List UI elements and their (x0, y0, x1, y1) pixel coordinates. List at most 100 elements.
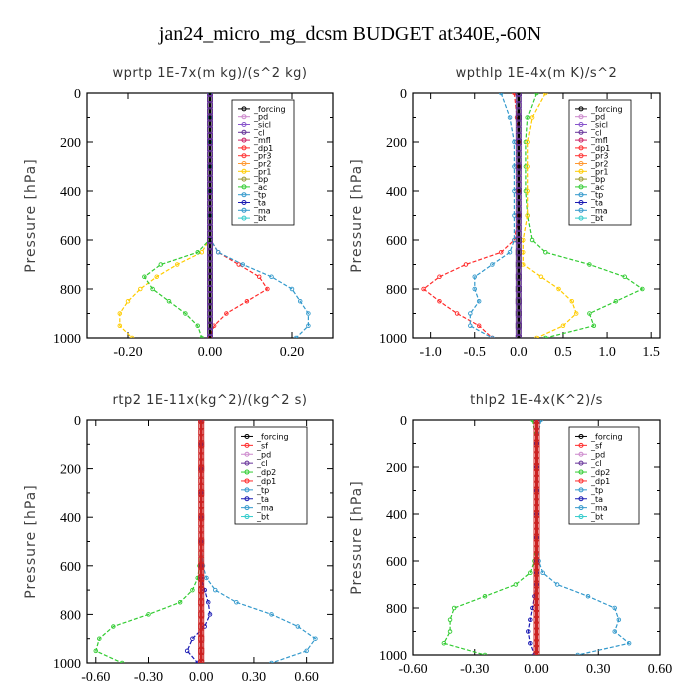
zero-profile-marker (515, 157, 522, 164)
legend-entry: _forcing (590, 432, 623, 441)
y-tick-label: 800 (60, 608, 81, 623)
data-point (612, 605, 617, 611)
x-tick-label: 0.60 (294, 670, 319, 685)
data-point (150, 286, 155, 292)
data-point (560, 323, 566, 329)
zero-profile-marker (198, 447, 205, 454)
legend-marker (578, 487, 584, 493)
data-point (205, 600, 211, 605)
zero-profile-marker (207, 108, 213, 115)
zero-profile-marker (533, 569, 540, 576)
zero-profile-marker (533, 505, 540, 512)
zero-profile-marker (207, 169, 213, 176)
data-point (190, 636, 195, 641)
x-tick-label: 0.30 (586, 662, 611, 677)
chart-panel-1: wprtp 1E-7x(m kg)/(s^2 kg) Pressure [hPa]… (23, 66, 334, 360)
zero-profile-marker (198, 459, 205, 466)
data-point (234, 600, 239, 605)
data-point (207, 612, 213, 617)
x-tick-label: -0.60 (398, 662, 427, 677)
zero-profile-marker (198, 550, 205, 557)
data-point (451, 605, 457, 611)
legend-marker (578, 145, 584, 151)
plot-area (93, 420, 318, 663)
data-point (528, 617, 533, 623)
y-tick-label: 600 (60, 560, 81, 575)
legend-marker (241, 114, 247, 120)
zero-profile-marker (198, 556, 205, 563)
zero-profile-marker (198, 441, 205, 448)
legend-entry: _ta (253, 199, 266, 208)
zero-profile-marker (207, 243, 213, 250)
zero-profile-marker (207, 249, 213, 256)
x-tick-label: 0.60 (648, 662, 673, 677)
series-line-dp1 (443, 420, 538, 655)
zero-profile-marker (198, 574, 205, 581)
zero-profile-marker (207, 200, 213, 207)
legend: _forcing_pd_sicl_cl_mfl_dp1_pr3_pr2_pr1_… (568, 99, 632, 226)
data-point (202, 624, 207, 629)
y-tick-label: 200 (60, 463, 81, 478)
zero-profile-marker (198, 502, 205, 509)
data-point (313, 636, 318, 641)
zero-profile-marker (533, 420, 540, 423)
zero-profile-marker (533, 469, 540, 476)
zero-profile-marker (207, 151, 213, 158)
data-point (513, 582, 519, 587)
data-point (174, 262, 180, 267)
data-point (195, 660, 200, 663)
data-point (472, 286, 478, 292)
legend-entry: _ma (253, 206, 271, 215)
zero-profile-marker (207, 298, 213, 305)
zero-profile-marker (515, 151, 522, 158)
data-point (97, 636, 102, 641)
legend-marker (578, 505, 584, 511)
zero-profile-marker (533, 581, 540, 588)
legend-marker (241, 129, 247, 135)
y-tick-label: 600 (386, 555, 407, 570)
legend: _forcing_pd_sicl_cl_mfl_dp1_pr3_pr2_pr1_… (231, 99, 295, 226)
zero-profile-marker (515, 188, 522, 194)
data-point (591, 323, 597, 329)
y-tick-label: 600 (386, 234, 407, 249)
zero-profile-marker (207, 328, 213, 335)
zero-profile-marker (198, 532, 205, 539)
legend-marker (244, 433, 250, 439)
data-point (612, 629, 617, 634)
legend-entry: _bt (256, 513, 269, 522)
zero-profile-marker (515, 224, 522, 231)
data-point (613, 299, 619, 304)
zero-profile-marker (207, 188, 213, 194)
data-point (569, 299, 575, 304)
zero-profile-marker (533, 616, 540, 623)
zero-profile-marker (533, 422, 540, 429)
zero-profile-marker (207, 114, 213, 121)
data-point (119, 660, 125, 663)
x-tick-label: 0.0 (510, 345, 528, 360)
data-point (523, 164, 529, 169)
zero-profile-marker (515, 206, 522, 213)
zero-profile-marker (533, 558, 540, 564)
zero-profile-marker (515, 93, 522, 96)
legend-marker (241, 122, 247, 127)
data-point (93, 648, 99, 654)
zero-profile-marker (198, 617, 205, 624)
legend-marker (578, 200, 584, 205)
data-point (154, 274, 159, 280)
zero-profile-marker (515, 169, 522, 176)
zero-profile-marker (533, 640, 540, 647)
data-point (468, 311, 473, 316)
legend-marker (244, 505, 250, 511)
zero-profile-marker (515, 316, 522, 323)
x-tick-label: 0.00 (189, 670, 214, 685)
y-tick-label: 600 (60, 234, 81, 249)
y-tick-label: 0 (74, 87, 81, 102)
data-point (507, 115, 513, 120)
zero-profile-marker (207, 304, 213, 311)
zero-profile-marker (515, 237, 522, 243)
data-point (616, 617, 622, 623)
legend-marker (578, 469, 584, 475)
legend-marker (578, 478, 584, 484)
zero-profile-marker (207, 132, 213, 139)
data-point (534, 335, 539, 338)
